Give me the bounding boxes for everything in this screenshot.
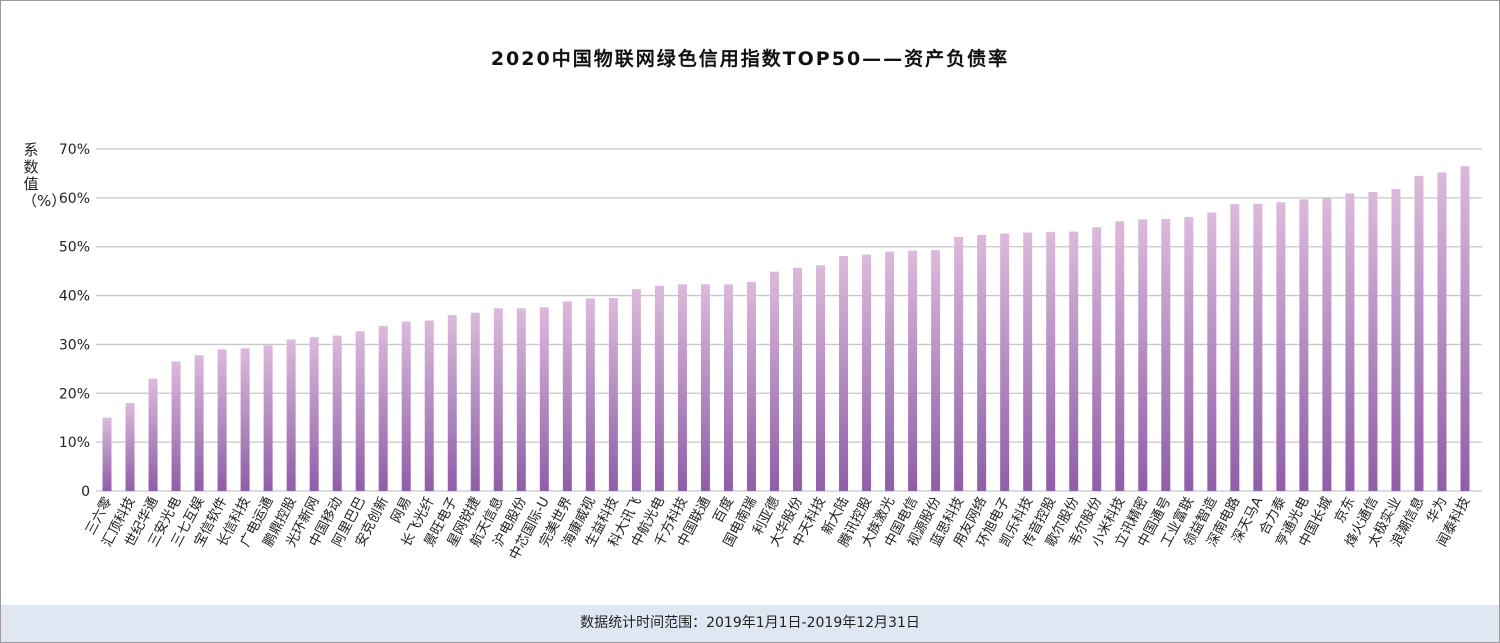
bar bbox=[332, 335, 342, 491]
bar bbox=[1092, 227, 1102, 491]
bar bbox=[723, 284, 733, 491]
bar bbox=[1368, 191, 1378, 491]
bar bbox=[1207, 212, 1217, 491]
bar bbox=[1414, 175, 1424, 491]
bar bbox=[954, 236, 964, 491]
bar bbox=[493, 308, 503, 491]
bar bbox=[424, 320, 434, 491]
bar bbox=[977, 234, 987, 491]
bar bbox=[355, 331, 365, 491]
bar bbox=[447, 315, 457, 491]
bar bbox=[1000, 233, 1010, 491]
bar bbox=[1437, 172, 1447, 492]
bar bbox=[1391, 189, 1401, 491]
bar bbox=[171, 361, 181, 491]
bar bbox=[654, 285, 664, 491]
bar bbox=[263, 345, 273, 491]
bar bbox=[516, 308, 526, 491]
bar bbox=[1046, 232, 1056, 492]
bar bbox=[908, 250, 918, 491]
bar bbox=[1230, 204, 1240, 492]
bar bbox=[1138, 219, 1148, 491]
bar bbox=[194, 355, 204, 491]
y-tick-label: 10% bbox=[59, 435, 90, 451]
bar bbox=[539, 307, 549, 491]
bar bbox=[839, 255, 849, 491]
chart-title: 2020中国物联网绿色信用指数TOP50——资产负债率 bbox=[490, 48, 1010, 70]
bar bbox=[240, 348, 250, 491]
bar bbox=[677, 284, 687, 491]
bar bbox=[309, 337, 319, 491]
bar bbox=[148, 378, 158, 491]
y-tick-label: 30% bbox=[59, 337, 90, 353]
bar bbox=[769, 271, 779, 491]
bar bbox=[1115, 221, 1125, 491]
bar bbox=[746, 281, 756, 491]
bar bbox=[631, 289, 641, 491]
bar bbox=[793, 267, 803, 491]
bar bbox=[470, 312, 480, 491]
bar bbox=[1069, 231, 1079, 491]
bar bbox=[217, 349, 227, 491]
bar bbox=[1253, 203, 1263, 491]
bar bbox=[608, 298, 618, 491]
y-tick-label: 60% bbox=[59, 191, 90, 207]
bar bbox=[931, 250, 941, 491]
bar bbox=[401, 321, 411, 491]
y-tick-label: 50% bbox=[59, 240, 90, 256]
bar bbox=[862, 254, 872, 491]
bar bbox=[585, 298, 595, 491]
y-tick-label: 40% bbox=[59, 289, 90, 305]
y-tick-label: 70% bbox=[59, 142, 90, 158]
bar bbox=[700, 284, 710, 491]
bar bbox=[885, 251, 895, 491]
bar bbox=[1460, 166, 1470, 491]
footer-date-range: 数据统计时间范围：2019年1月1日-2019年12月31日 bbox=[1, 605, 1499, 642]
bar bbox=[1299, 199, 1309, 491]
bar bbox=[125, 403, 135, 491]
bar bbox=[1184, 216, 1194, 491]
bar bbox=[816, 265, 826, 491]
bar bbox=[1276, 202, 1286, 492]
bar bbox=[286, 339, 296, 491]
bar bbox=[1023, 232, 1033, 491]
y-tick-label: 0 bbox=[81, 484, 90, 500]
bar bbox=[562, 301, 572, 491]
bar bbox=[378, 325, 388, 491]
y-tick-label: 20% bbox=[59, 386, 90, 402]
bar bbox=[1161, 218, 1171, 491]
bar bbox=[102, 417, 112, 491]
bar bbox=[1322, 198, 1332, 492]
bar bbox=[1345, 193, 1355, 491]
